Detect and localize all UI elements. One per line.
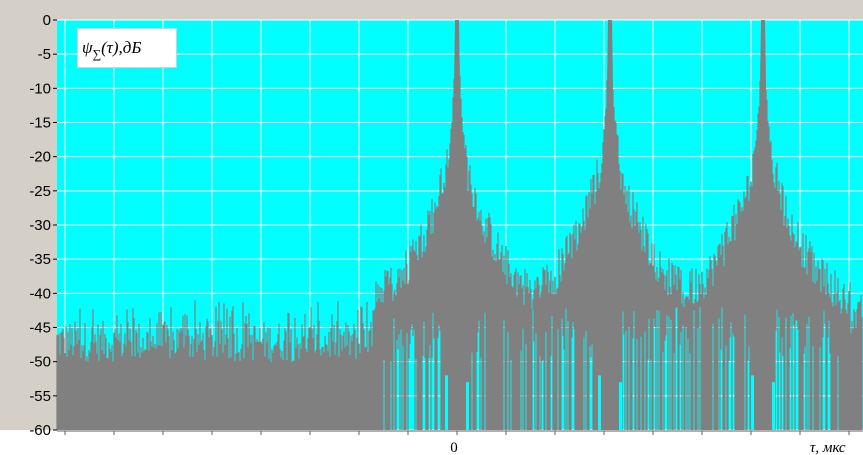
gap-left-2 <box>751 375 754 430</box>
peak-1 <box>606 20 614 157</box>
y-axis-panel <box>0 0 57 432</box>
y-axis-label-box: ψ∑(τ),дБ <box>77 28 177 68</box>
y-tick-label: -50 <box>29 354 51 371</box>
gap-right-1 <box>619 382 622 430</box>
y-tick-label: -55 <box>29 388 51 405</box>
y-tick-label: -45 <box>29 320 51 337</box>
y-label-subscript: ∑ <box>92 47 102 61</box>
gap-left-0 <box>445 375 448 430</box>
peak-0 <box>453 20 461 157</box>
y-tick-label: -5 <box>38 46 51 63</box>
x-axis-panel <box>0 430 863 455</box>
y-label-symbol: ψ <box>82 38 93 57</box>
y-tick-label: -30 <box>29 217 51 234</box>
peak-2 <box>759 20 767 157</box>
y-tick-label: -40 <box>29 285 51 302</box>
gap-right-2 <box>772 382 775 430</box>
signal-fill <box>56 20 863 430</box>
y-tick-label: -35 <box>29 251 51 268</box>
y-label-unit: дБ <box>122 38 142 57</box>
y-tick-label: -20 <box>29 149 51 166</box>
y-tick-label: -10 <box>29 80 51 97</box>
top-frame <box>0 0 863 20</box>
y-tick-label: -60 <box>29 422 51 439</box>
x-axis-label: τ, мкс <box>810 440 846 455</box>
y-tick-label: -15 <box>29 115 51 132</box>
gap-left-1 <box>598 375 601 430</box>
gap-right-0 <box>466 382 469 430</box>
x-tick-label: 0 <box>450 440 458 455</box>
y-tick-label: -25 <box>29 183 51 200</box>
y-label-argument: (τ), <box>101 38 123 57</box>
y-tick-label: 0 <box>43 12 51 29</box>
